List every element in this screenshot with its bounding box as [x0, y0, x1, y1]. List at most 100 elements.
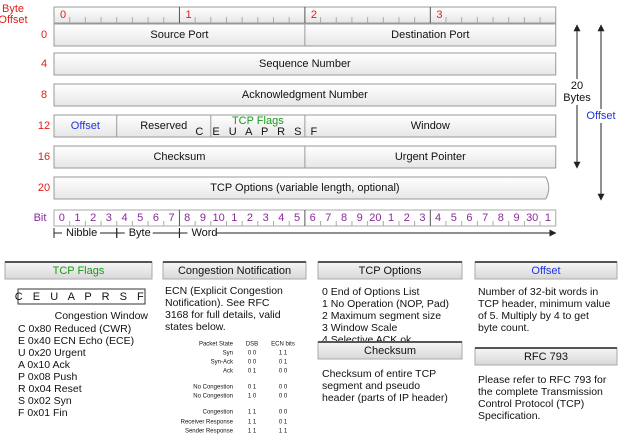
- ecn-table-cell: 0 0: [279, 369, 288, 375]
- bit-number: 8: [498, 212, 504, 224]
- ecn-table-cell: 0 0: [279, 410, 288, 416]
- byte-number: 3: [436, 9, 442, 21]
- row-offset: 12: [38, 120, 50, 132]
- checksum-line: Checksum of entire TCP: [322, 368, 436, 380]
- bit-number: 9: [513, 212, 519, 224]
- option-line: 3 Window Scale: [322, 322, 397, 334]
- ecn-table-cell: Sender Response: [185, 429, 234, 435]
- ecn-table-cell: 0 1: [248, 369, 257, 375]
- source-port: Source Port: [150, 29, 208, 41]
- flag-line: A 0x10 Ack: [18, 359, 71, 371]
- bit-number: 7: [325, 212, 331, 224]
- byte-offset-label: Offset: [0, 14, 28, 26]
- tcp-options-field: TCP Options (variable length, optional): [210, 182, 399, 194]
- row-offset: 0: [41, 29, 47, 41]
- flag-line: C 0x80 Reduced (CWR): [18, 323, 131, 335]
- ecn-table-cell: 1 1: [279, 351, 288, 357]
- flags-box: [17, 288, 146, 305]
- offset-line: byte count.: [478, 322, 529, 334]
- options-row: [53, 176, 550, 200]
- ecn-table-cell: Syn-Ack: [211, 360, 234, 366]
- bit-number: 1: [74, 212, 80, 224]
- word-label-bg: [187, 227, 216, 239]
- bit-number: 1: [231, 212, 237, 224]
- ecn-table-cell: Ack: [223, 369, 234, 375]
- flag-line: U 0x20 Urgent: [18, 347, 86, 359]
- acknowledgment-number: Acknowledgment Number: [242, 89, 368, 101]
- bit-number: 3: [419, 212, 425, 224]
- bit-number: 9: [200, 212, 206, 224]
- bit-number: 0: [59, 212, 65, 224]
- ecn-table-cell: Congestion: [203, 410, 233, 416]
- flag-line: E 0x40 ECN Echo (ECE): [18, 335, 134, 347]
- bit-number: 8: [341, 212, 347, 224]
- bit-number: 2: [404, 212, 410, 224]
- checksum-line: header (parts of IP header): [322, 392, 448, 404]
- row-offset: 16: [38, 151, 50, 163]
- checksum-panel-title: Checksum: [364, 345, 416, 357]
- bit-number: 6: [466, 212, 472, 224]
- option-line: 0 End of Options List: [322, 286, 420, 298]
- bit-number: 6: [153, 212, 159, 224]
- urgent-pointer: Urgent Pointer: [395, 151, 466, 163]
- bit-number: 7: [482, 212, 488, 224]
- option-line: 2 Maximum segment size: [322, 310, 441, 322]
- ecn-table-cell: 0 1: [279, 360, 288, 366]
- header-row: [53, 83, 557, 107]
- ecn-table-header: Packet State: [199, 342, 234, 348]
- flags-box-letters: C E U A P R S F: [15, 291, 147, 303]
- bit-number: 6: [310, 212, 316, 224]
- ecn-table-cell: No Congestion: [193, 394, 233, 400]
- bit-number: 8: [184, 212, 190, 224]
- bit-number: 30: [526, 212, 538, 224]
- row-offset: 4: [41, 58, 47, 70]
- bit-number: 4: [435, 212, 441, 224]
- bit-number: 5: [451, 212, 457, 224]
- bit-number: 9: [357, 212, 363, 224]
- bit-number: 1: [545, 212, 551, 224]
- byte-number: 0: [60, 9, 66, 21]
- ecn-line: 3168 for full details, valid: [165, 309, 281, 321]
- ecn-table-cell: Receiver Response: [181, 420, 234, 426]
- byte-label-bg: [124, 227, 153, 239]
- bit-number: 2: [247, 212, 253, 224]
- ecn-table-cell: 0 0: [248, 351, 257, 357]
- ecn-line: Notification). See RFC: [165, 297, 270, 309]
- row-offset: 8: [41, 89, 47, 101]
- bit-number: 5: [137, 212, 143, 224]
- nibble-label-bg: [62, 227, 100, 239]
- bit-number: 4: [278, 212, 284, 224]
- rfc-line: Specification.: [478, 410, 540, 422]
- rfc-line: the complete Transmission: [478, 386, 603, 398]
- bit-number: 1: [388, 212, 394, 224]
- flag-line: F 0x01 Fin: [18, 407, 68, 419]
- ecn-line: ECN (Explicit Congestion: [165, 285, 283, 297]
- ecn-table-cell: 0 1: [248, 385, 257, 391]
- tcp-options-panel-title: TCP Options: [359, 265, 422, 277]
- header-row: [53, 52, 557, 76]
- checksum-field: Checksum: [153, 151, 205, 163]
- bit-number: 10: [212, 212, 224, 224]
- bit-label: Bit: [34, 212, 47, 224]
- bit-number: 20: [369, 212, 381, 224]
- offset-label: Offset: [586, 110, 615, 122]
- rfc-panel-title: RFC 793: [524, 351, 568, 363]
- ecn-table-cell: 0 0: [248, 360, 257, 366]
- size-label-bg: [562, 79, 592, 105]
- byte-number: 1: [185, 9, 191, 21]
- sequence-number: Sequence Number: [259, 58, 351, 70]
- ecn-table-header: DSB: [246, 342, 258, 348]
- size-label: Bytes: [563, 92, 591, 104]
- rfc-line: Please refer to RFC 793 for: [478, 374, 607, 386]
- row-offset: 20: [38, 182, 50, 194]
- ecn-table-cell: 1 0: [248, 394, 257, 400]
- ecn-table-cell: 0 1: [279, 420, 288, 426]
- flag-line: S 0x02 Syn: [18, 395, 72, 407]
- offset-label-bg: [585, 109, 619, 123]
- ecn-table-cell: 0 0: [279, 385, 288, 391]
- checksum-line: segment and pseudo: [322, 380, 420, 392]
- ecn-table-cell: No Congestion: [193, 385, 233, 391]
- congestion-window: Congestion Window: [55, 310, 149, 322]
- offset-panel-title: Offset: [531, 265, 560, 277]
